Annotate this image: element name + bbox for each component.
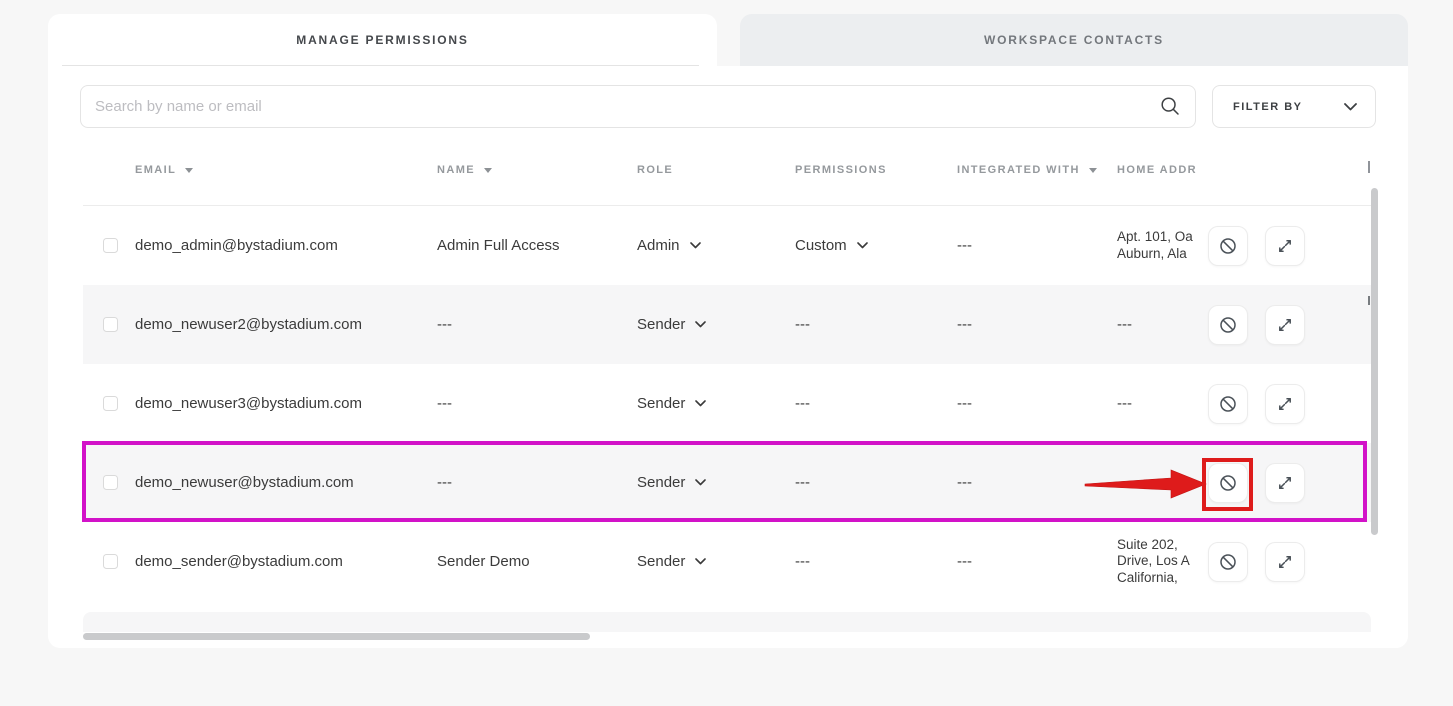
row-checkbox[interactable] (103, 554, 118, 569)
permissions-cell: --- (795, 552, 810, 570)
table-row-highlighted: demo_newuser@bystadium.com --- Sender --… (83, 443, 1371, 522)
integrated-with-cell: --- (957, 552, 972, 570)
permissions-cell: --- (795, 394, 810, 412)
clipped-cell-sliver (1368, 296, 1370, 305)
email-cell: demo_newuser2@bystadium.com (135, 315, 362, 333)
active-tab-underline (62, 65, 699, 66)
search-icon (1161, 97, 1179, 115)
block-icon (1220, 553, 1236, 570)
name-cell: --- (437, 315, 452, 333)
chevron-down-icon (1344, 102, 1357, 110)
name-cell: --- (437, 394, 452, 412)
table-header-row: EMAIL NAME ROLE PERMISSIONS INTEGRATED W… (83, 150, 1371, 190)
expand-icon (1279, 476, 1291, 489)
expand-row-button[interactable] (1265, 304, 1305, 345)
expand-icon (1279, 555, 1291, 568)
expand-row-button[interactable] (1265, 225, 1305, 266)
table-row: demo_sender@bystadium.com Sender Demo Se… (83, 522, 1371, 601)
chevron-down-icon (856, 241, 868, 248)
role-dropdown[interactable]: Sender (637, 474, 707, 491)
block-user-button[interactable] (1208, 462, 1248, 503)
block-user-button[interactable] (1208, 225, 1248, 266)
role-dropdown[interactable]: Sender (637, 395, 707, 412)
permissions-cell: --- (795, 315, 810, 333)
home-address-cell: Apt. 101, Oa Auburn, Ala (1117, 229, 1193, 261)
expand-row-button[interactable] (1265, 462, 1305, 503)
vertical-scrollbar-thumb[interactable] (1371, 188, 1378, 535)
chevron-down-icon (689, 241, 701, 248)
filter-by-button[interactable]: FILTER BY (1212, 85, 1376, 128)
home-address-cell: --- (1117, 394, 1132, 412)
block-user-button[interactable] (1208, 541, 1248, 582)
expand-row-button[interactable] (1265, 541, 1305, 582)
block-icon (1220, 395, 1236, 412)
table-row: demo_newuser2@bystadium.com --- Sender -… (83, 285, 1371, 364)
tab-workspace-contacts-label: WORKSPACE CONTACTS (984, 33, 1164, 47)
row-checkbox[interactable] (103, 238, 118, 253)
block-user-button[interactable] (1208, 304, 1248, 345)
email-cell: demo_newuser@bystadium.com (135, 473, 354, 491)
home-address-cell: --- (1117, 315, 1132, 333)
column-header-name[interactable]: NAME (437, 164, 637, 176)
sort-icon (1088, 168, 1097, 173)
column-header-permissions: PERMISSIONS (795, 164, 887, 176)
column-header-integrated-with[interactable]: INTEGRATED WITH (957, 164, 1117, 176)
name-cell: --- (437, 473, 452, 491)
role-dropdown[interactable]: Sender (637, 316, 707, 333)
integrated-with-cell: --- (957, 394, 972, 412)
block-user-button[interactable] (1208, 383, 1248, 424)
sort-icon (185, 168, 194, 173)
email-cell: demo_admin@bystadium.com (135, 236, 338, 254)
filter-by-label: FILTER BY (1233, 100, 1303, 113)
chevron-down-icon (695, 320, 707, 327)
email-cell: demo_sender@bystadium.com (135, 552, 343, 570)
table-row: demo_newuser3@bystadium.com --- Sender -… (83, 364, 1371, 443)
integrated-with-cell: --- (957, 473, 972, 491)
expand-icon (1279, 239, 1291, 252)
search-input-wrapper (80, 85, 1196, 128)
chevron-down-icon (695, 478, 707, 485)
table-body: demo_admin@bystadium.com Admin Full Acce… (83, 206, 1371, 601)
expand-icon (1279, 318, 1291, 331)
expand-row-button[interactable] (1265, 383, 1305, 424)
horizontal-scrollbar-thumb[interactable] (83, 633, 590, 640)
role-dropdown[interactable]: Admin (637, 237, 701, 254)
row-checkbox[interactable] (103, 317, 118, 332)
name-cell: Admin Full Access (437, 236, 560, 254)
block-icon (1220, 474, 1236, 491)
integrated-with-cell: --- (957, 315, 972, 333)
column-header-role: ROLE (637, 164, 674, 176)
home-address-cell: Suite 202, Drive, Los A California, (1117, 536, 1190, 585)
row-checkbox[interactable] (103, 475, 118, 490)
name-cell: Sender Demo (437, 552, 530, 570)
column-header-home-address: HOME ADDR (1117, 164, 1198, 176)
header-divider (83, 205, 1371, 206)
tab-manage-permissions[interactable]: MANAGE PERMISSIONS (48, 14, 717, 66)
permissions-cell: --- (795, 473, 810, 491)
block-icon (1220, 237, 1236, 254)
email-cell: demo_newuser3@bystadium.com (135, 394, 362, 412)
chevron-down-icon (695, 557, 707, 564)
table-row: demo_admin@bystadium.com Admin Full Acce… (83, 206, 1371, 285)
clipped-column-header-sliver (1368, 161, 1370, 173)
row-checkbox[interactable] (103, 396, 118, 411)
block-icon (1220, 316, 1236, 333)
column-header-email[interactable]: EMAIL (135, 164, 437, 176)
search-input[interactable] (80, 85, 1196, 128)
sort-icon (484, 168, 492, 173)
expand-icon (1279, 397, 1291, 410)
integrated-with-cell: --- (957, 236, 972, 254)
tab-workspace-contacts[interactable]: WORKSPACE CONTACTS (740, 14, 1408, 66)
tab-manage-permissions-label: MANAGE PERMISSIONS (296, 33, 469, 47)
permissions-panel: FILTER BY EMAIL NAME ROLE PERMISSIONS IN… (48, 66, 1408, 648)
chevron-down-icon (695, 399, 707, 406)
home-address-cell: --- (1117, 473, 1132, 491)
role-dropdown[interactable]: Sender (637, 553, 707, 570)
permissions-dropdown[interactable]: Custom (795, 237, 868, 254)
clipped-next-row (83, 612, 1371, 632)
